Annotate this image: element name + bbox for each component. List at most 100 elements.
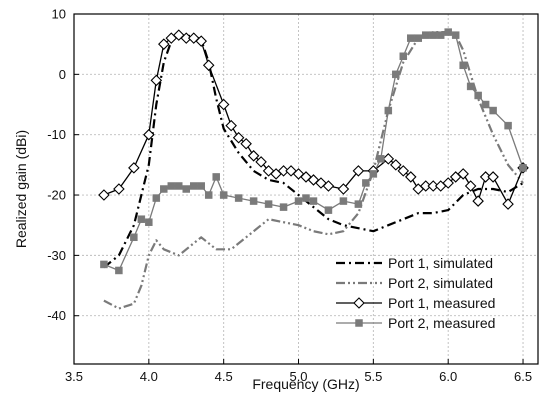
series-4-point [504,121,512,130]
legend: Port 1, simulated Port 2, simulated Port 1… [336,255,495,331]
series-3-point [113,183,125,195]
series-4-point [451,31,460,39]
y-axis-ticks: 10 0 -10 -20 -30 -40 [47,7,79,323]
series-3-point [180,32,193,44]
series-4-point [264,200,273,208]
x-tick-label: 3.5 [65,369,83,384]
series-line-2 [103,30,524,310]
series-3-point [397,165,410,177]
series-3-point [457,168,469,180]
y-tick-label: 0 [59,67,66,82]
y-tick-label: -20 [47,188,66,203]
series-4-point [115,266,123,275]
x-tick-label: 5.5 [364,369,382,384]
series-3-point [195,35,208,47]
series-4-point [489,106,497,115]
series-4-point [145,218,153,226]
series-3-point [479,171,492,183]
y-tick-label: -10 [47,127,66,142]
legend-label-4: Port 2, measured [388,315,495,331]
legend-label-1: Port 1, simulated [388,255,493,271]
series-4-point [429,31,437,39]
series-4-point [466,82,475,91]
series-4-point [167,182,176,190]
series-4-point [399,52,408,60]
series-4-point [474,91,482,100]
series-4-point [324,206,333,214]
series-4-point [219,191,228,199]
series-3-point [464,180,477,192]
series-4-point [444,28,452,36]
series-4-point [384,106,393,115]
x-tick-label: 4.5 [215,369,233,384]
series-3-point [128,162,140,174]
series-4-point [459,61,467,70]
series-4-point [152,194,161,202]
x-tick-label: 6.0 [439,369,457,384]
x-tick-label: 4.0 [140,369,158,384]
series-3-point [217,98,230,111]
y-tick-label: -30 [47,248,66,263]
series-3-point [240,137,252,150]
series-4-point [130,233,138,242]
series-4-point [362,179,370,187]
series-4-point [204,191,213,199]
series-4-point [407,34,415,42]
series-4-point [100,260,108,269]
legend-marker-4 [355,319,363,327]
series-3-point [442,177,454,189]
series-4-point [377,155,385,163]
series-4-point [182,185,191,193]
series-3-point [472,195,484,207]
series-4-point [354,200,363,208]
series-3-point [337,183,350,195]
series-4-point [294,197,303,205]
series-4-point [197,182,205,190]
series-4-point [249,197,258,205]
series-4-point [414,34,423,42]
series-4-point [339,197,348,205]
series-3-point [143,128,155,141]
y-axis-title: Realized gain (dBi) [13,130,29,248]
series-4-point [519,164,527,172]
series-3-point [277,165,290,177]
series-line-1 [103,33,524,269]
series-3-point [322,180,335,192]
plot-frame [73,13,539,365]
series-3-point [98,189,110,201]
series-3-point [390,159,402,171]
series-4-point [392,70,400,79]
series-4-point [212,173,220,181]
series-4-point [421,31,430,39]
series-4-point [302,194,310,202]
series-3-point [202,59,215,72]
x-tick-label: 5.0 [289,369,307,384]
series-4-point [279,203,288,211]
series-3-point [352,165,365,177]
series-3-point [502,198,514,210]
series-3-point [427,180,440,192]
legend-label-3: Port 1, measured [388,295,495,311]
series-3-point [225,119,237,132]
series-3-point [419,180,432,192]
series-4-point [309,197,318,205]
y-tick-label: -40 [47,308,66,323]
series-4-point [481,100,490,109]
series-4-point [234,194,243,202]
series-3-point [487,171,499,183]
x-axis-title: Frequency (GHz) [252,376,359,392]
series-3-point [404,171,417,183]
x-tick-label: 6.5 [514,369,532,384]
series-4-point [436,31,445,39]
y-tick-label: 10 [52,7,66,22]
series-4-point [369,170,378,178]
x-axis-ticks: 3.5 4.0 4.5 5.0 5.5 6.0 6.5 [65,359,532,384]
series-4-point [137,215,146,223]
series-4-point [160,185,168,193]
legend-marker-3 [353,297,365,309]
series-3-point [150,74,163,87]
series-4-point [189,182,198,190]
series-3-point [382,153,395,165]
legend-label-2: Port 2, simulated [388,275,493,291]
